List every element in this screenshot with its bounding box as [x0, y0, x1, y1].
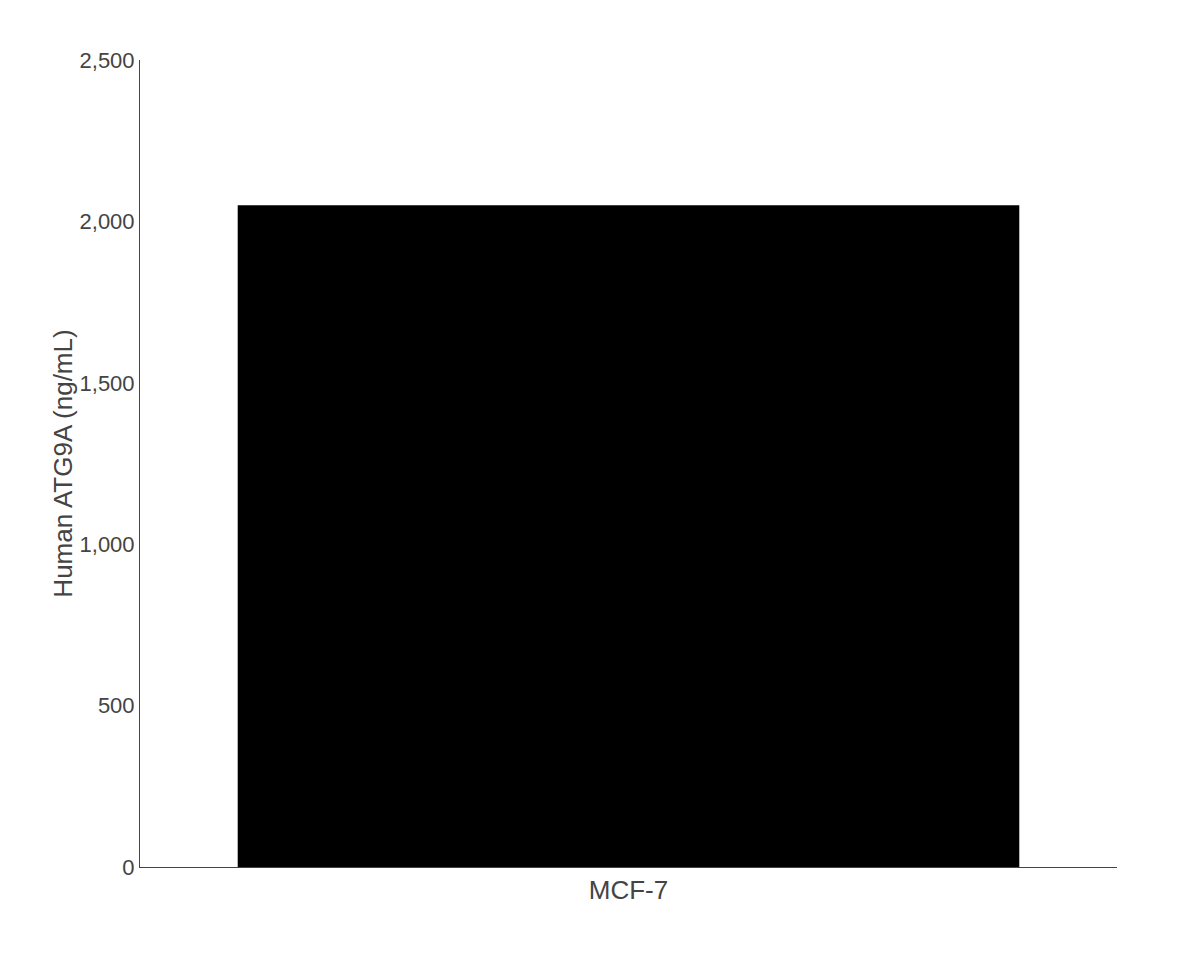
svg-text:1,000: 1,000 [80, 532, 135, 557]
svg-text:1,500: 1,500 [80, 371, 135, 396]
svg-text:MCF-7: MCF-7 [589, 875, 668, 905]
svg-text:2,000: 2,000 [80, 209, 135, 234]
svg-text:0: 0 [122, 855, 134, 880]
svg-text:500: 500 [98, 693, 135, 718]
svg-text:Human ATG9A (ng/mL): Human ATG9A (ng/mL) [48, 329, 78, 597]
svg-text:2,500: 2,500 [80, 48, 135, 73]
